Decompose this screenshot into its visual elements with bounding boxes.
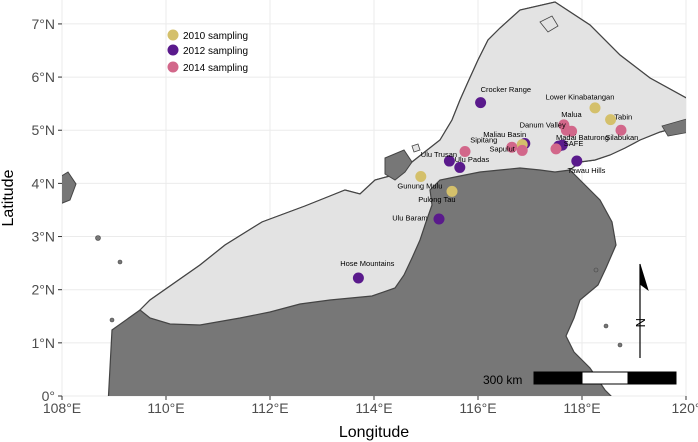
site-point xyxy=(352,272,364,284)
y-tick-label: 5°N xyxy=(32,122,56,138)
site-labels: Crocker Range Lower Kinabatangan Tabin Malu… xyxy=(340,85,638,268)
labuan-island xyxy=(411,143,421,153)
sampling-sites xyxy=(352,97,627,284)
site-label: SAFE xyxy=(564,139,584,148)
island-dot-4 xyxy=(593,267,599,273)
island-dot-1 xyxy=(95,235,101,241)
site-point xyxy=(550,143,562,155)
site-label: Ulu Baram xyxy=(392,214,427,223)
y-tick-label: 1°N xyxy=(32,335,56,351)
site-point xyxy=(615,124,627,136)
legend: 2010 sampling 2012 sampling 2014 samplin… xyxy=(167,29,248,74)
site-point xyxy=(605,114,617,126)
site-label: Hose Mountains xyxy=(340,259,394,268)
y-axis: 0° 1°N 2°N 3°N 4°N 5°N 6°N 7°N xyxy=(32,16,62,404)
x-tick-label: 110°E xyxy=(147,400,184,416)
island-dot-3 xyxy=(603,323,609,329)
y-tick-label: 2°N xyxy=(32,282,56,298)
site-label: Lower Kinabatangan xyxy=(546,92,615,101)
x-tick-label: 112°E xyxy=(251,400,288,416)
landmasses xyxy=(62,1,686,396)
y-tick-label: 0° xyxy=(42,388,55,404)
island-dot-6 xyxy=(617,342,623,348)
x-axis: 108°E 110°E 112°E 114°E 116°E 118°E 120° xyxy=(43,396,698,416)
x-tick-label: 120° xyxy=(672,400,698,416)
site-label: Sapulut xyxy=(489,144,515,153)
site-label: Sipitang xyxy=(470,135,497,144)
brunei xyxy=(384,149,413,181)
site-label: Gunung Mulu xyxy=(397,182,442,191)
x-axis-title: Longitude xyxy=(339,424,409,441)
site-point xyxy=(566,125,578,137)
site-label: Tabin xyxy=(614,113,632,122)
site-label: Maliau Basin xyxy=(483,130,526,139)
north-arrow-label: N xyxy=(633,318,648,327)
site-point xyxy=(459,145,471,157)
y-tick-label: 3°N xyxy=(32,229,56,245)
scale-bar-label: 300 km xyxy=(483,373,522,387)
site-point xyxy=(506,141,518,153)
legend-label-2014: 2014 sampling xyxy=(183,63,248,74)
site-point xyxy=(443,155,455,167)
site-label: Pulong Tau xyxy=(418,195,455,204)
site-label: Malua xyxy=(561,110,582,119)
site-point xyxy=(454,161,466,173)
site-point xyxy=(446,185,458,197)
site-point xyxy=(589,102,601,114)
x-tick-label: 108°E xyxy=(43,400,81,416)
legend-swatch-2010 xyxy=(167,29,179,41)
island-dot-5 xyxy=(109,317,115,323)
site-point xyxy=(415,170,427,182)
island-east-1 xyxy=(661,118,686,137)
site-point xyxy=(433,213,445,225)
site-label: Madai Baturong xyxy=(556,133,609,142)
malaysian-borneo xyxy=(139,1,686,326)
site-label: Danum Valley xyxy=(520,121,566,130)
x-tick-label: 114°E xyxy=(355,400,392,416)
site-label: Ulu Padas xyxy=(455,155,490,164)
site-point xyxy=(516,144,528,156)
north-arrow: N xyxy=(633,263,649,358)
island-dot-2 xyxy=(117,259,123,265)
x-tick-label: 116°E xyxy=(459,400,496,416)
site-label: Silabukan xyxy=(605,133,638,142)
banggi-island xyxy=(539,15,559,33)
natuna-island xyxy=(62,171,77,204)
legend-swatch-2012 xyxy=(167,44,179,56)
y-axis-title: Latitude xyxy=(0,169,17,226)
legend-label-2012: 2012 sampling xyxy=(183,46,248,57)
site-label: Tawau Hills xyxy=(567,166,605,175)
y-tick-label: 7°N xyxy=(32,16,56,32)
legend-label-2010: 2010 sampling xyxy=(183,31,248,42)
legend-swatch-2014 xyxy=(167,61,179,73)
site-point xyxy=(475,97,487,109)
scale-bar: 300 km xyxy=(483,371,677,387)
site-point xyxy=(571,155,583,167)
site-label: Ulu Trusan xyxy=(421,150,457,159)
y-tick-label: 6°N xyxy=(32,69,56,85)
y-tick-label: 4°N xyxy=(32,175,56,191)
site-label: Crocker Range xyxy=(481,85,531,94)
x-tick-label: 118°E xyxy=(563,400,600,416)
